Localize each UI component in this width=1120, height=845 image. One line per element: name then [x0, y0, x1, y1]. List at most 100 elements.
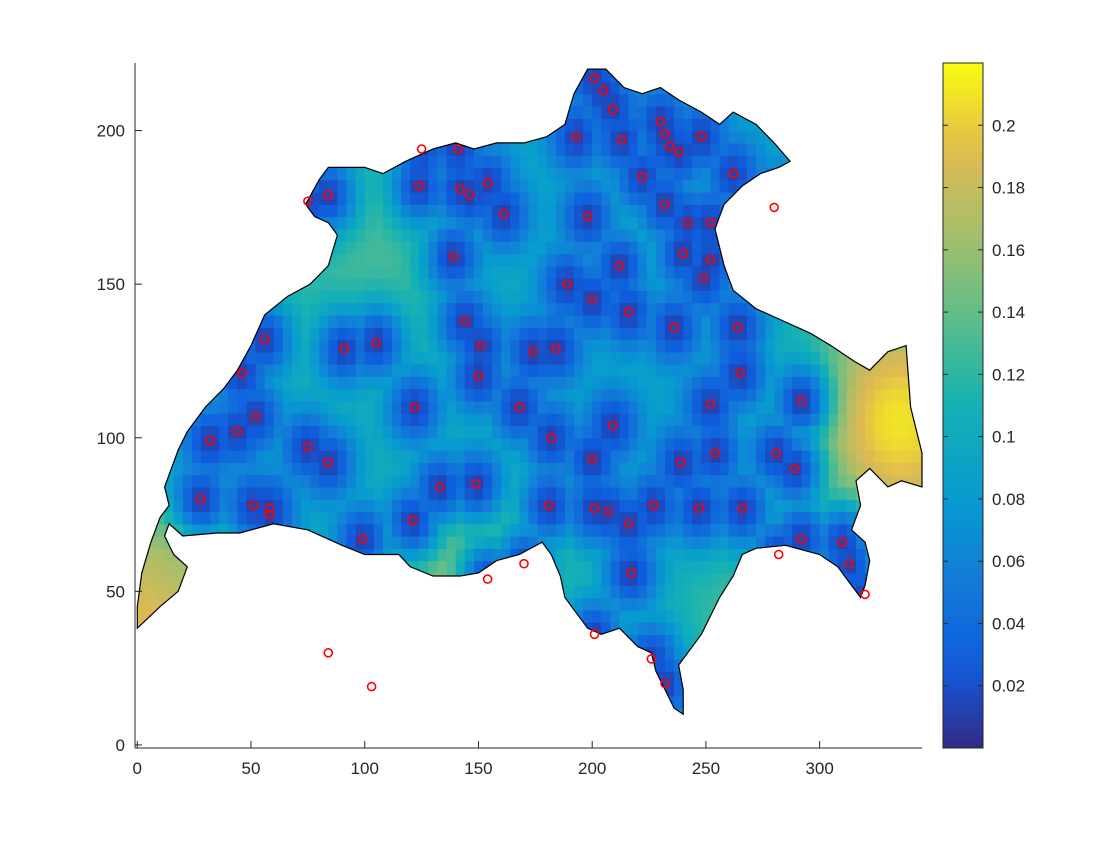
heatmap-cell	[319, 499, 329, 512]
heatmap-cell	[738, 352, 748, 365]
heatmap-cell	[902, 167, 912, 180]
heatmap-cell	[183, 450, 193, 463]
heatmap-cell	[501, 131, 511, 144]
heatmap-cell	[274, 180, 284, 193]
heatmap-cell	[456, 118, 466, 131]
heatmap-cell	[374, 561, 384, 574]
heatmap-cell	[874, 450, 884, 463]
heatmap-cell	[401, 340, 411, 353]
heatmap-cell	[902, 94, 912, 107]
heatmap-cell	[474, 118, 484, 131]
heatmap-cell	[656, 573, 666, 586]
heatmap-cell	[256, 131, 266, 144]
heatmap-cell	[729, 217, 739, 230]
heatmap-cell	[365, 585, 375, 598]
heatmap-cell	[492, 684, 502, 697]
heatmap-cell	[137, 167, 147, 180]
heatmap-cell	[510, 733, 520, 746]
heatmap-cell	[265, 450, 275, 463]
heatmap-cell	[228, 708, 238, 721]
heatmap-cell	[165, 315, 175, 328]
heatmap-cell	[392, 143, 402, 156]
heatmap-cell	[328, 352, 338, 365]
heatmap-cell	[383, 708, 393, 721]
heatmap-cell	[183, 229, 193, 242]
heatmap-cell	[865, 696, 875, 709]
heatmap-cell	[474, 204, 484, 217]
heatmap-cell	[265, 585, 275, 598]
heatmap-cell	[410, 352, 420, 365]
heatmap-cell	[174, 610, 184, 623]
heatmap-cell	[328, 733, 338, 746]
heatmap-cell	[374, 536, 384, 549]
heatmap-cell	[374, 57, 384, 70]
heatmap-cell	[920, 327, 930, 340]
heatmap-cell	[456, 598, 466, 611]
heatmap-cell	[829, 315, 839, 328]
heatmap-cell	[447, 204, 457, 217]
heatmap-cell	[319, 94, 329, 107]
heatmap-cell	[465, 401, 475, 414]
heatmap-cell	[902, 462, 912, 475]
heatmap-cell	[847, 684, 857, 697]
heatmap-cell	[192, 512, 202, 525]
heatmap-cell	[647, 389, 657, 402]
heatmap-cell	[165, 671, 175, 684]
heatmap-cell	[510, 253, 520, 266]
heatmap-cell	[428, 389, 438, 402]
heatmap-cell	[811, 303, 821, 316]
heatmap-cell	[310, 352, 320, 365]
heatmap-cell	[410, 57, 420, 70]
heatmap-cell	[665, 610, 675, 623]
heatmap-cell	[701, 180, 711, 193]
heatmap-cell	[883, 561, 893, 574]
heatmap-cell	[374, 278, 384, 291]
heatmap-cell	[765, 647, 775, 660]
heatmap-cell	[811, 155, 821, 168]
heatmap-cell	[765, 573, 775, 586]
heatmap-cell	[565, 720, 575, 733]
heatmap-cell	[820, 57, 830, 70]
heatmap-cell	[692, 561, 702, 574]
heatmap-cell	[774, 131, 784, 144]
heatmap-cell	[820, 512, 830, 525]
heatmap-cell	[792, 217, 802, 230]
heatmap-cell	[820, 180, 830, 193]
heatmap-cell	[492, 671, 502, 684]
heatmap-cell	[210, 303, 220, 316]
heatmap-cell	[920, 696, 930, 709]
heatmap-cell	[620, 733, 630, 746]
heatmap-cell	[647, 720, 657, 733]
heatmap-cell	[283, 708, 293, 721]
heatmap-cell	[683, 733, 693, 746]
heatmap-cell	[774, 536, 784, 549]
heatmap-cell	[547, 696, 557, 709]
heatmap-cell	[701, 708, 711, 721]
station-marker	[418, 145, 426, 153]
heatmap-cell	[838, 475, 848, 488]
heatmap-cell	[146, 487, 156, 500]
heatmap-cell	[283, 340, 293, 353]
heatmap-cell	[911, 696, 921, 709]
heatmap-cell	[565, 634, 575, 647]
heatmap-cell	[529, 573, 539, 586]
heatmap-cell	[237, 696, 247, 709]
heatmap-cell	[392, 217, 402, 230]
heatmap-cell	[583, 315, 593, 328]
heatmap-cell	[274, 733, 284, 746]
heatmap-cell	[146, 118, 156, 131]
heatmap-cell	[219, 180, 229, 193]
heatmap-cell	[465, 512, 475, 525]
heatmap-cell	[629, 106, 639, 119]
heatmap-cell	[401, 659, 411, 672]
heatmap-cell	[201, 253, 211, 266]
heatmap-cell	[310, 57, 320, 70]
heatmap-cell	[765, 57, 775, 70]
heatmap-cell	[274, 696, 284, 709]
heatmap-cell	[156, 327, 166, 340]
heatmap-cell	[192, 290, 202, 303]
heatmap-cell	[283, 548, 293, 561]
heatmap-cell	[310, 376, 320, 389]
heatmap-cell	[337, 290, 347, 303]
heatmap-cell	[692, 462, 702, 475]
